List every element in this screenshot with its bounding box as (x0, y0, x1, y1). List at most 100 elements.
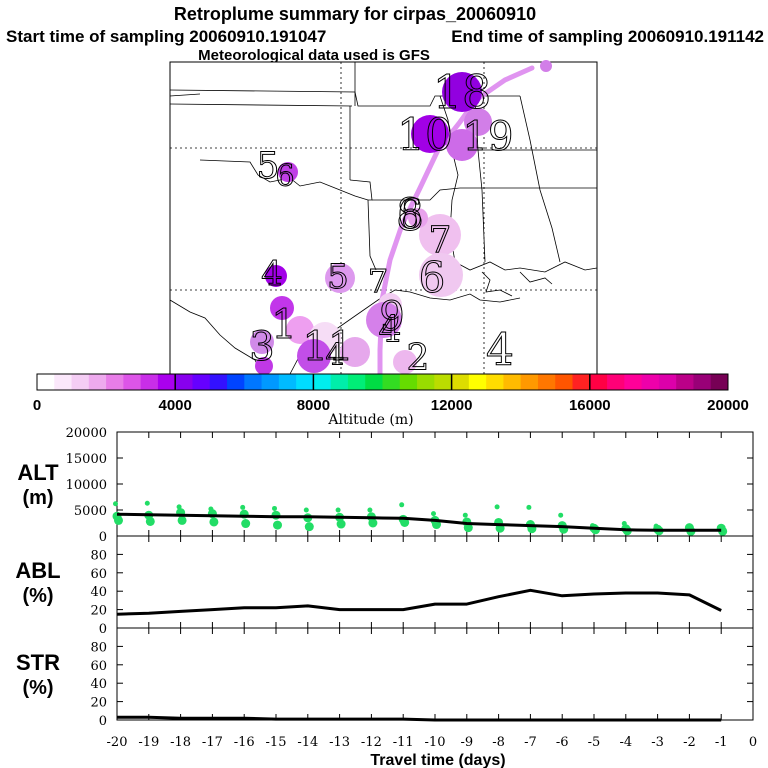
series-line (116, 588, 722, 616)
y-axis-unit: (%) (22, 677, 53, 699)
scatter-point (335, 507, 341, 513)
map-label-1: 10 (397, 110, 453, 161)
colorbar-swatch (175, 374, 193, 390)
colorbar-swatch (693, 374, 712, 390)
scatter-point (209, 517, 219, 527)
colorbar-swatch (434, 374, 453, 390)
scatter-point (336, 519, 346, 529)
map-label-17: 11 (303, 324, 354, 370)
colorbar-swatch (347, 374, 366, 390)
panel-frame (116, 535, 754, 629)
colorbar-swatch (123, 374, 142, 390)
map-label-6: 6 (275, 159, 294, 194)
colorbar-swatch (227, 374, 245, 390)
scatter-point (431, 511, 436, 517)
colorbar-swatch (468, 374, 487, 390)
colorbar-swatch (555, 374, 574, 390)
colorbar-swatch (261, 374, 280, 390)
map-label-10: 5 (327, 257, 349, 297)
colorbar-tick-label: 20000 (707, 397, 749, 414)
colorbar-tick-label: 4000 (159, 397, 192, 414)
x-tick-label: -17 (202, 735, 223, 750)
colorbar-swatch (572, 374, 591, 390)
colorbar-swatch (417, 374, 435, 390)
scatter-point (399, 502, 405, 508)
colorbar-tick-label: 12000 (431, 397, 473, 414)
map-label-20: 4 (325, 338, 344, 373)
colorbar-swatch (313, 374, 332, 390)
series-line (116, 512, 722, 532)
scatter-point (241, 519, 251, 529)
x-tick-label: -13 (329, 735, 350, 750)
colorbar-swatch (140, 374, 159, 390)
map-label-18: 3 (249, 324, 274, 370)
map-label-2: 18 (433, 65, 492, 119)
plume-circles (250, 60, 552, 375)
scatter-point (367, 507, 373, 513)
colorbar-swatch (209, 374, 228, 390)
colorbar-swatch (658, 374, 677, 390)
colorbar-tick-label: 0 (33, 397, 41, 414)
y-tick-label: 20 (90, 696, 107, 711)
map-label-5: 5 (257, 146, 280, 187)
x-tick-label: -15 (266, 735, 287, 750)
y-tick-label: 0 (99, 714, 107, 729)
map-label-11: 7 (368, 262, 388, 300)
x-tick-label: -11 (393, 735, 414, 750)
x-axis-label: Travel time (days) (370, 752, 505, 768)
x-tick-label: -8 (492, 735, 505, 750)
map-label-15: 4 (486, 325, 514, 376)
scatter-point (526, 504, 532, 510)
map-label-9: 4 (261, 254, 283, 294)
colorbar-swatch (192, 374, 211, 390)
colorbar-swatch (54, 374, 73, 390)
y-tick-label: 40 (90, 677, 107, 692)
colorbar-swatch (244, 374, 263, 390)
panel-frame (116, 627, 754, 721)
colorbar-swatch (330, 374, 349, 390)
scatter-point (400, 517, 410, 527)
scatter-point (303, 507, 309, 513)
colorbar-label: Altitude (m) (327, 412, 413, 428)
scatter-point (558, 512, 564, 518)
x-tick-label: -3 (651, 735, 664, 750)
map-label-16: 1 (271, 302, 296, 348)
scatter-point (272, 505, 277, 511)
start-time-label: Start time of sampling 20060910.191047 (6, 27, 326, 46)
colorbar-swatch (503, 374, 522, 390)
y-axis-label: ALT (17, 460, 59, 485)
colorbar-tick-label: 16000 (569, 397, 611, 414)
x-tick-label: -10 (425, 735, 446, 750)
colorbar-swatch (589, 374, 608, 390)
map-label-14: 4 (379, 310, 402, 351)
map-label-4: 8 (396, 190, 424, 241)
map-label-3: 19 (463, 114, 514, 160)
scatter-point (463, 523, 473, 533)
scatter-point (304, 522, 314, 532)
y-tick-label: 0 (99, 530, 107, 545)
x-tick-label: 0 (749, 735, 757, 750)
time-series-panels: 05000100001500020000ALT(m)020406080ABL(%… (15, 426, 757, 768)
scatter-point (273, 520, 282, 530)
colorbar-frame (36, 373, 729, 391)
map-label-13: 9 (379, 294, 404, 340)
colorbar-swatch (676, 374, 694, 390)
y-tick-label: 5000 (74, 504, 107, 519)
y-tick-label: 20 (90, 604, 107, 619)
x-tick-label: -2 (683, 735, 696, 750)
altitude-colorbar: 0 4000 8000 12000 16000 20000 (33, 373, 749, 414)
end-time-label: End time of sampling 20060910.191142 (451, 27, 764, 46)
scatter-point (177, 515, 187, 525)
colorbar-swatch (37, 374, 55, 390)
scatter-point (144, 500, 150, 506)
scatter-point (271, 510, 281, 520)
trajectory-map (169, 60, 598, 377)
colorbar-swatch (382, 374, 401, 390)
x-tick-label: -9 (460, 735, 473, 750)
x-tick-label: -6 (556, 735, 569, 750)
y-tick-label: 10000 (66, 478, 107, 493)
series-line (117, 715, 722, 722)
x-tick-label: -7 (524, 735, 537, 750)
colorbar-swatch (365, 374, 383, 390)
